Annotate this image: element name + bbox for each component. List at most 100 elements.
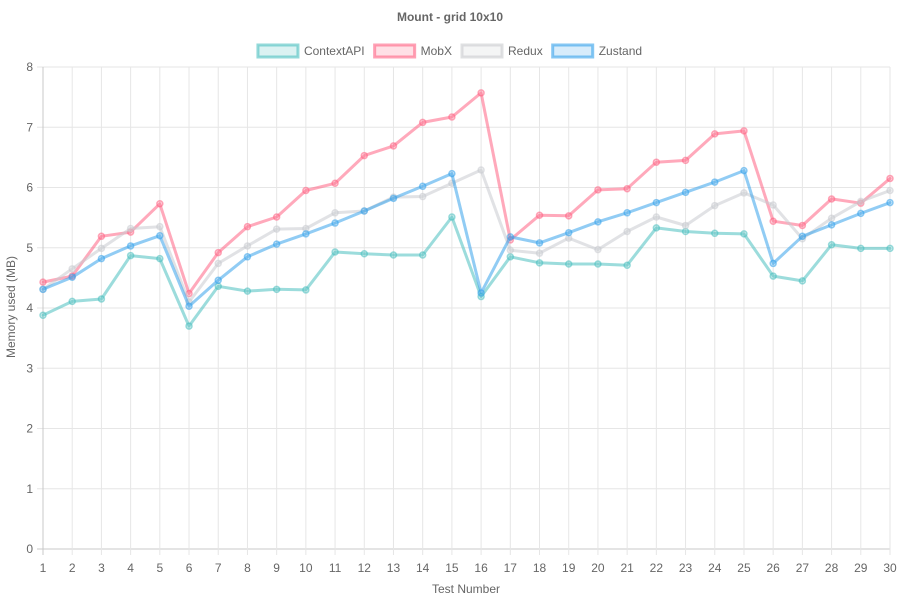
data-point-zustand[interactable] <box>126 242 135 250</box>
legend-item-mobx[interactable]: MobX <box>373 43 452 59</box>
data-point-redux[interactable] <box>243 242 252 250</box>
data-point-zustand[interactable] <box>506 233 515 241</box>
data-point-mobx[interactable] <box>331 179 339 188</box>
data-point-redux[interactable] <box>681 221 690 230</box>
data-point-mobx[interactable] <box>39 278 47 286</box>
data-point-mobx[interactable] <box>594 186 602 194</box>
data-point-contextapi[interactable] <box>185 322 193 330</box>
data-point-contextapi[interactable] <box>448 213 456 221</box>
data-point-contextapi[interactable] <box>652 224 661 232</box>
data-point-contextapi[interactable] <box>331 248 339 256</box>
data-point-redux[interactable] <box>827 214 836 222</box>
data-point-mobx[interactable] <box>769 217 777 225</box>
data-point-mobx[interactable] <box>652 158 661 166</box>
data-point-mobx[interactable] <box>886 174 894 183</box>
data-point-mobx[interactable] <box>243 222 252 231</box>
data-point-contextapi[interactable] <box>243 287 252 295</box>
data-point-zustand[interactable] <box>418 182 427 191</box>
data-point-zustand[interactable] <box>360 207 369 215</box>
data-point-contextapi[interactable] <box>506 253 515 261</box>
data-point-zustand[interactable] <box>827 221 836 229</box>
data-point-zustand[interactable] <box>68 273 76 282</box>
data-point-contextapi[interactable] <box>126 251 135 260</box>
data-point-zustand[interactable] <box>886 198 894 207</box>
data-point-zustand[interactable] <box>769 259 777 268</box>
data-point-redux[interactable] <box>272 225 281 233</box>
data-point-redux[interactable] <box>68 265 76 273</box>
data-point-contextapi[interactable] <box>214 282 222 291</box>
data-point-contextapi[interactable] <box>623 261 631 269</box>
data-point-zustand[interactable] <box>564 228 573 237</box>
data-point-zustand[interactable] <box>389 194 398 203</box>
data-point-zustand[interactable] <box>623 209 631 217</box>
data-point-zustand[interactable] <box>798 232 807 241</box>
data-point-zustand[interactable] <box>331 219 339 227</box>
data-point-redux[interactable] <box>886 186 894 195</box>
data-point-zustand[interactable] <box>681 188 690 197</box>
data-point-contextapi[interactable] <box>857 244 865 253</box>
data-point-zustand[interactable] <box>857 209 865 218</box>
data-point-contextapi[interactable] <box>594 260 602 268</box>
data-point-mobx[interactable] <box>389 142 398 150</box>
data-point-zustand[interactable] <box>652 198 661 207</box>
data-point-redux[interactable] <box>97 244 106 253</box>
data-point-contextapi[interactable] <box>711 229 719 238</box>
data-point-mobx[interactable] <box>477 89 485 97</box>
data-point-zustand[interactable] <box>97 254 106 263</box>
data-point-mobx[interactable] <box>418 118 427 127</box>
data-point-contextapi[interactable] <box>740 230 748 238</box>
data-point-contextapi[interactable] <box>39 311 47 319</box>
data-point-zustand[interactable] <box>185 302 193 310</box>
data-point-mobx[interactable] <box>214 248 222 257</box>
data-point-zustand[interactable] <box>740 166 748 175</box>
data-point-redux[interactable] <box>594 245 602 254</box>
data-point-contextapi[interactable] <box>827 240 836 249</box>
data-point-mobx[interactable] <box>798 221 807 230</box>
data-point-zustand[interactable] <box>302 230 310 238</box>
data-point-contextapi[interactable] <box>798 277 807 285</box>
data-point-contextapi[interactable] <box>535 259 544 267</box>
data-point-mobx[interactable] <box>564 212 573 220</box>
data-point-redux[interactable] <box>769 201 777 209</box>
data-point-mobx[interactable] <box>535 211 544 219</box>
data-point-mobx[interactable] <box>711 130 719 138</box>
data-point-redux[interactable] <box>623 227 631 236</box>
data-point-mobx[interactable] <box>827 195 836 203</box>
legend-item-contextapi[interactable]: ContextAPI <box>256 43 365 59</box>
data-point-mobx[interactable] <box>156 200 164 208</box>
data-point-contextapi[interactable] <box>97 295 106 303</box>
data-point-redux[interactable] <box>418 192 427 201</box>
data-point-contextapi[interactable] <box>681 227 690 236</box>
data-point-redux[interactable] <box>740 189 748 197</box>
data-point-contextapi[interactable] <box>360 250 369 258</box>
data-point-mobx[interactable] <box>740 127 748 135</box>
data-point-zustand[interactable] <box>477 289 485 297</box>
data-point-mobx[interactable] <box>360 151 369 160</box>
data-point-mobx[interactable] <box>272 213 281 221</box>
legend-item-zustand[interactable]: Zustand <box>551 43 642 59</box>
data-point-contextapi[interactable] <box>302 286 310 294</box>
data-point-mobx[interactable] <box>448 113 456 121</box>
data-point-mobx[interactable] <box>302 186 310 195</box>
legend-item-redux[interactable]: Redux <box>460 43 543 59</box>
data-point-redux[interactable] <box>331 209 339 217</box>
data-point-contextapi[interactable] <box>389 251 398 259</box>
data-point-redux[interactable] <box>506 246 515 254</box>
data-point-redux[interactable] <box>711 201 719 210</box>
data-point-contextapi[interactable] <box>886 244 894 253</box>
data-point-contextapi[interactable] <box>68 297 76 306</box>
data-point-contextapi[interactable] <box>418 251 427 259</box>
data-point-zustand[interactable] <box>711 178 719 186</box>
data-point-zustand[interactable] <box>39 285 47 294</box>
data-point-mobx[interactable] <box>97 232 106 241</box>
data-point-zustand[interactable] <box>272 240 281 248</box>
data-point-redux[interactable] <box>477 166 485 174</box>
data-point-contextapi[interactable] <box>564 260 573 268</box>
data-point-redux[interactable] <box>857 197 865 206</box>
data-point-zustand[interactable] <box>243 253 252 261</box>
data-point-redux[interactable] <box>652 213 661 221</box>
data-point-contextapi[interactable] <box>156 254 164 263</box>
data-point-zustand[interactable] <box>214 276 222 285</box>
data-point-contextapi[interactable] <box>769 272 777 280</box>
data-point-redux[interactable] <box>156 222 164 231</box>
